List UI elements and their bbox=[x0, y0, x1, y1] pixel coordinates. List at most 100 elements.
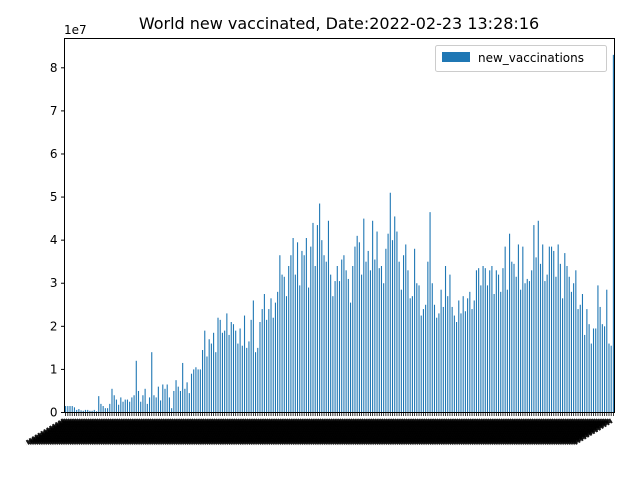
bar bbox=[325, 261, 327, 413]
bar bbox=[544, 281, 546, 413]
y-tick-label: 0 bbox=[50, 406, 58, 420]
bar bbox=[610, 345, 612, 413]
bar bbox=[73, 407, 75, 413]
bar bbox=[321, 240, 323, 413]
bar bbox=[78, 409, 80, 413]
bar bbox=[166, 384, 168, 413]
bar bbox=[557, 244, 559, 413]
bar bbox=[107, 408, 109, 413]
bar bbox=[239, 328, 241, 413]
bar bbox=[131, 397, 133, 413]
bar bbox=[356, 235, 358, 413]
bar bbox=[104, 408, 106, 413]
y-axis: 0 1 2 3 4 5 6 7 8 bbox=[50, 61, 65, 420]
bar bbox=[202, 350, 204, 413]
bar bbox=[425, 304, 427, 413]
bar bbox=[361, 274, 363, 413]
bar bbox=[268, 309, 270, 413]
bar bbox=[369, 270, 371, 413]
bar bbox=[67, 406, 69, 413]
bar bbox=[520, 289, 522, 413]
bar bbox=[385, 248, 387, 413]
bar bbox=[592, 328, 595, 413]
bar bbox=[537, 220, 539, 413]
bar bbox=[87, 409, 89, 413]
bar bbox=[292, 238, 294, 413]
bar bbox=[570, 291, 572, 413]
bar bbox=[416, 283, 418, 413]
bar bbox=[248, 341, 250, 413]
bar bbox=[573, 283, 575, 413]
bar bbox=[380, 266, 383, 413]
bar bbox=[206, 356, 208, 413]
bar bbox=[396, 231, 398, 413]
bar bbox=[482, 266, 484, 413]
bar bbox=[327, 220, 329, 413]
bar bbox=[323, 255, 325, 413]
bar bbox=[341, 259, 343, 413]
bar bbox=[489, 270, 491, 413]
bar bbox=[604, 326, 606, 413]
bar bbox=[95, 411, 98, 413]
bar bbox=[182, 362, 184, 413]
bar bbox=[391, 240, 394, 413]
bar bbox=[135, 360, 137, 413]
bar bbox=[148, 397, 151, 413]
bar bbox=[319, 203, 321, 413]
bar bbox=[285, 296, 288, 413]
y-tick-label: 2 bbox=[50, 319, 58, 333]
bar bbox=[414, 248, 416, 413]
y-tick-label: 5 bbox=[50, 190, 58, 204]
bar bbox=[409, 298, 411, 413]
legend-box bbox=[435, 45, 607, 72]
bar bbox=[467, 298, 469, 413]
bar bbox=[186, 382, 188, 413]
bar bbox=[509, 233, 511, 413]
bar bbox=[164, 388, 166, 413]
y-tick-label: 6 bbox=[50, 147, 58, 161]
bar bbox=[199, 369, 201, 413]
bar bbox=[93, 409, 95, 413]
bar bbox=[440, 289, 442, 413]
bar bbox=[374, 259, 376, 413]
bar bbox=[270, 298, 272, 413]
bar bbox=[235, 330, 237, 413]
bar bbox=[124, 399, 126, 413]
bar bbox=[597, 285, 599, 413]
bar bbox=[343, 255, 345, 413]
bar bbox=[586, 309, 588, 413]
bar bbox=[160, 400, 162, 413]
bar bbox=[354, 246, 356, 413]
bar bbox=[447, 296, 449, 413]
bars-group bbox=[65, 54, 614, 413]
bar bbox=[100, 403, 102, 413]
bar bbox=[84, 409, 87, 413]
bar bbox=[495, 270, 497, 413]
bar bbox=[272, 317, 274, 413]
bar bbox=[157, 386, 159, 413]
bar bbox=[584, 334, 586, 413]
bar bbox=[115, 399, 117, 413]
bar bbox=[588, 324, 590, 413]
bar bbox=[420, 315, 422, 413]
bar bbox=[266, 319, 268, 413]
bar bbox=[80, 410, 82, 413]
bar bbox=[551, 246, 553, 413]
bar bbox=[531, 270, 533, 413]
bar bbox=[177, 386, 179, 413]
legend-label-new-vaccinations: new_vaccinations bbox=[478, 51, 584, 65]
bar bbox=[566, 266, 568, 413]
bar bbox=[553, 250, 555, 413]
bar bbox=[303, 255, 305, 413]
bar bbox=[522, 246, 524, 413]
bar bbox=[274, 302, 276, 413]
bar bbox=[511, 261, 513, 413]
bar bbox=[486, 285, 489, 413]
bar bbox=[365, 261, 367, 413]
bar bbox=[349, 302, 352, 413]
bar bbox=[162, 384, 164, 413]
bar bbox=[237, 343, 239, 413]
bar bbox=[471, 309, 473, 413]
bar bbox=[213, 332, 215, 413]
bar bbox=[122, 401, 124, 413]
